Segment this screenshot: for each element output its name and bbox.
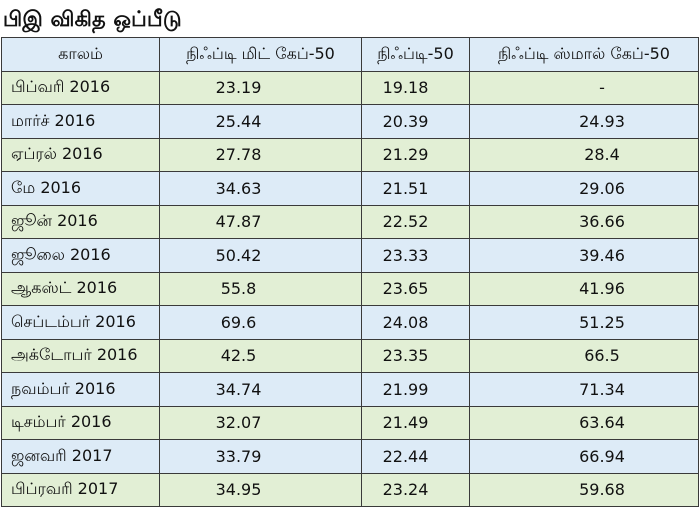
nifty-midcap-50-cell: 27.78 [159,137,362,172]
nifty-midcap-50-cell: 33.79 [159,439,362,474]
table-row: ஆகஸ்ட் 2016 55.8 23.65 41.96 [1,271,699,306]
table-row: ஏப்ரல் 2016 27.78 21.29 28.4 [1,137,699,172]
period-cell: ஏப்ரல் 2016 [1,137,160,172]
period-cell: நவம்பர் 2016 [1,372,160,407]
nifty-50-cell: 19.18 [361,70,470,105]
period-cell: டிசம்பர் 2016 [1,405,160,440]
nifty-midcap-50-cell: 47.87 [159,204,362,239]
nifty-midcap-50-cell: 34.95 [159,472,362,507]
table-row: செப்டம்பர் 2016 69.6 24.08 51.25 [1,305,699,340]
table-row: பிப்வரி 2016 23.19 19.18- [1,70,699,105]
nifty-smallcap-50-cell: 28.4 [469,137,699,172]
period-cell: ஜனவரி 2017 [1,439,160,474]
nifty-smallcap-50-cell: 66.94 [469,439,699,474]
nifty-smallcap-50-cell: 71.34 [469,372,699,407]
table-header-row: காலம் நிஃப்டி மிட் கேப்-50 நிஃப்டி-50 நி… [1,37,699,72]
table-row: பிப்ரவரி 2017 34.95 23.24 59.68 [1,472,699,507]
period-cell: அக்டோபர் 2016 [1,338,160,373]
table-row: ஜனவரி 2017 33.79 22.44 66.94 [1,439,699,474]
header-period: காலம் [1,37,160,72]
nifty-smallcap-50-cell: - [469,70,699,105]
table-body: பிப்வரி 2016 23.19 19.18- மார்ச் 2016 25.44 2… [1,70,699,507]
nifty-50-cell: 24.08 [361,305,470,340]
nifty-50-cell: 23.24 [361,472,470,507]
nifty-smallcap-50-cell: 51.25 [469,305,699,340]
nifty-midcap-50-cell: 25.44 [159,104,362,139]
nifty-midcap-50-cell: 34.63 [159,171,362,206]
nifty-smallcap-50-cell: 36.66 [469,204,699,239]
table-row: நவம்பர் 2016 34.74 21.99 71.34 [1,372,699,407]
table-row: மார்ச் 2016 25.44 20.39 24.93 [1,104,699,139]
nifty-50-cell: 23.65 [361,271,470,306]
nifty-midcap-50-cell: 32.07 [159,405,362,440]
nifty-smallcap-50-cell: 63.64 [469,405,699,440]
nifty-smallcap-50-cell: 29.06 [469,171,699,206]
table-row: ஜூன் 2016 47.87 22.52 36.66 [1,204,699,239]
period-cell: ஜூன் 2016 [1,204,160,239]
nifty-midcap-50-cell: 69.6 [159,305,362,340]
period-cell: செப்டம்பர் 2016 [1,305,160,340]
nifty-50-cell: 21.29 [361,137,470,172]
period-cell: பிப்வரி 2016 [1,70,160,105]
nifty-smallcap-50-cell: 59.68 [469,472,699,507]
nifty-50-cell: 21.51 [361,171,470,206]
nifty-50-cell: 23.33 [361,238,470,273]
nifty-smallcap-50-cell: 66.5 [469,338,699,373]
nifty-midcap-50-cell: 23.19 [159,70,362,105]
period-cell: ஜூலை 2016 [1,238,160,273]
nifty-midcap-50-cell: 55.8 [159,271,362,306]
table-row: ஜூலை 2016 50.42 23.33 39.46 [1,238,699,273]
nifty-50-cell: 20.39 [361,104,470,139]
period-cell: பிப்ரவரி 2017 [1,472,160,507]
table-row: மே 2016 34.63 21.51 29.06 [1,171,699,206]
period-cell: மார்ச் 2016 [1,104,160,139]
page-title: பிஇ விகித ஒப்பீடு [3,7,182,31]
nifty-midcap-50-cell: 50.42 [159,238,362,273]
pe-ratio-table: காலம் நிஃப்டி மிட் கேப்-50 நிஃப்டி-50 நி… [1,37,699,507]
nifty-smallcap-50-cell: 41.96 [469,271,699,306]
nifty-midcap-50-cell: 42.5 [159,338,362,373]
period-cell: ஆகஸ்ட் 2016 [1,271,160,306]
nifty-midcap-50-cell: 34.74 [159,372,362,407]
nifty-smallcap-50-cell: 24.93 [469,104,699,139]
nifty-50-cell: 22.44 [361,439,470,474]
nifty-50-cell: 22.52 [361,204,470,239]
table-row: டிசம்பர் 2016 32.07 21.49 63.64 [1,405,699,440]
table-row: அக்டோபர் 2016 42.5 23.35 66.5 [1,338,699,373]
header-nifty-50: நிஃப்டி-50 [361,37,470,72]
nifty-50-cell: 21.49 [361,405,470,440]
nifty-50-cell: 23.35 [361,338,470,373]
header-nifty-midcap-50: நிஃப்டி மிட் கேப்-50 [159,37,362,72]
nifty-smallcap-50-cell: 39.46 [469,238,699,273]
nifty-50-cell: 21.99 [361,372,470,407]
period-cell: மே 2016 [1,171,160,206]
header-nifty-smallcap-50: நிஃப்டி ஸ்மால் கேப்-50 [469,37,699,72]
